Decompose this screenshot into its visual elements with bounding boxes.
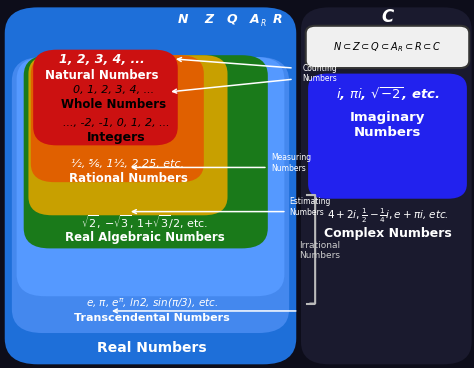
FancyBboxPatch shape: [306, 26, 469, 68]
Text: Estimating
Numbers: Estimating Numbers: [289, 198, 330, 217]
Text: Q: Q: [227, 13, 237, 26]
FancyBboxPatch shape: [31, 55, 204, 182]
Text: ½, ⅚, 1½, 2.25, etc.: ½, ⅚, 1½, 2.25, etc.: [72, 159, 184, 169]
Text: $\sqrt{2}$, $-\sqrt{3}$, 1+$\sqrt{3}$/2, etc.: $\sqrt{2}$, $-\sqrt{3}$, 1+$\sqrt{3}$/2,…: [81, 214, 208, 231]
Text: Real Numbers: Real Numbers: [97, 341, 207, 355]
Text: Complex Numbers: Complex Numbers: [324, 227, 452, 240]
Text: e, $\pi$, e$^\pi$, ln2, sin($\pi$/3), etc.: e, $\pi$, e$^\pi$, ln2, sin($\pi$/3), et…: [86, 297, 218, 310]
Text: Counting
Numbers: Counting Numbers: [302, 64, 337, 83]
FancyBboxPatch shape: [28, 55, 228, 215]
Text: N: N: [177, 13, 188, 26]
Text: Integers: Integers: [87, 131, 146, 145]
Text: Real Algebraic Numbers: Real Algebraic Numbers: [64, 231, 225, 244]
Text: Transcendental Numbers: Transcendental Numbers: [74, 313, 229, 323]
Text: $i$, $\pi i$, $\sqrt{-2}$, etc.: $i$, $\pi i$, $\sqrt{-2}$, etc.: [336, 85, 440, 103]
Text: R: R: [261, 19, 266, 28]
FancyBboxPatch shape: [301, 7, 472, 364]
Text: Whole Numbers: Whole Numbers: [61, 98, 166, 112]
Text: C: C: [382, 8, 394, 25]
Text: $\mathit{N} \subset \mathit{Z} \subset \mathit{Q} \subset \mathit{A}_{\mathit{R}: $\mathit{N} \subset \mathit{Z} \subset \…: [333, 40, 442, 54]
Text: A: A: [250, 13, 260, 26]
Text: R: R: [273, 13, 282, 26]
Text: 1, 2, 3, 4, ...: 1, 2, 3, 4, ...: [59, 53, 145, 66]
FancyBboxPatch shape: [5, 7, 296, 364]
Text: Imaginary
Numbers: Imaginary Numbers: [350, 111, 426, 139]
Text: Measuring
Numbers: Measuring Numbers: [271, 153, 311, 173]
Text: $4+2i, \frac{1}{2}-\frac{1}{4}i, e+\pi i$, etc.: $4+2i, \frac{1}{2}-\frac{1}{4}i, e+\pi i…: [327, 206, 449, 224]
Text: ..., -2, -1, 0, 1, 2, ...: ..., -2, -1, 0, 1, 2, ...: [63, 118, 169, 128]
FancyBboxPatch shape: [17, 57, 284, 296]
Text: Z: Z: [204, 13, 213, 26]
Text: Natural Numbers: Natural Numbers: [45, 69, 159, 82]
Text: Rational Numbers: Rational Numbers: [69, 172, 187, 185]
FancyBboxPatch shape: [12, 57, 289, 333]
Text: Irrational
Numbers: Irrational Numbers: [300, 241, 340, 260]
Text: 0, 1, 2, 3, 4, ...: 0, 1, 2, 3, 4, ...: [73, 85, 155, 95]
FancyBboxPatch shape: [24, 55, 268, 248]
FancyBboxPatch shape: [308, 74, 467, 199]
FancyBboxPatch shape: [33, 50, 178, 145]
